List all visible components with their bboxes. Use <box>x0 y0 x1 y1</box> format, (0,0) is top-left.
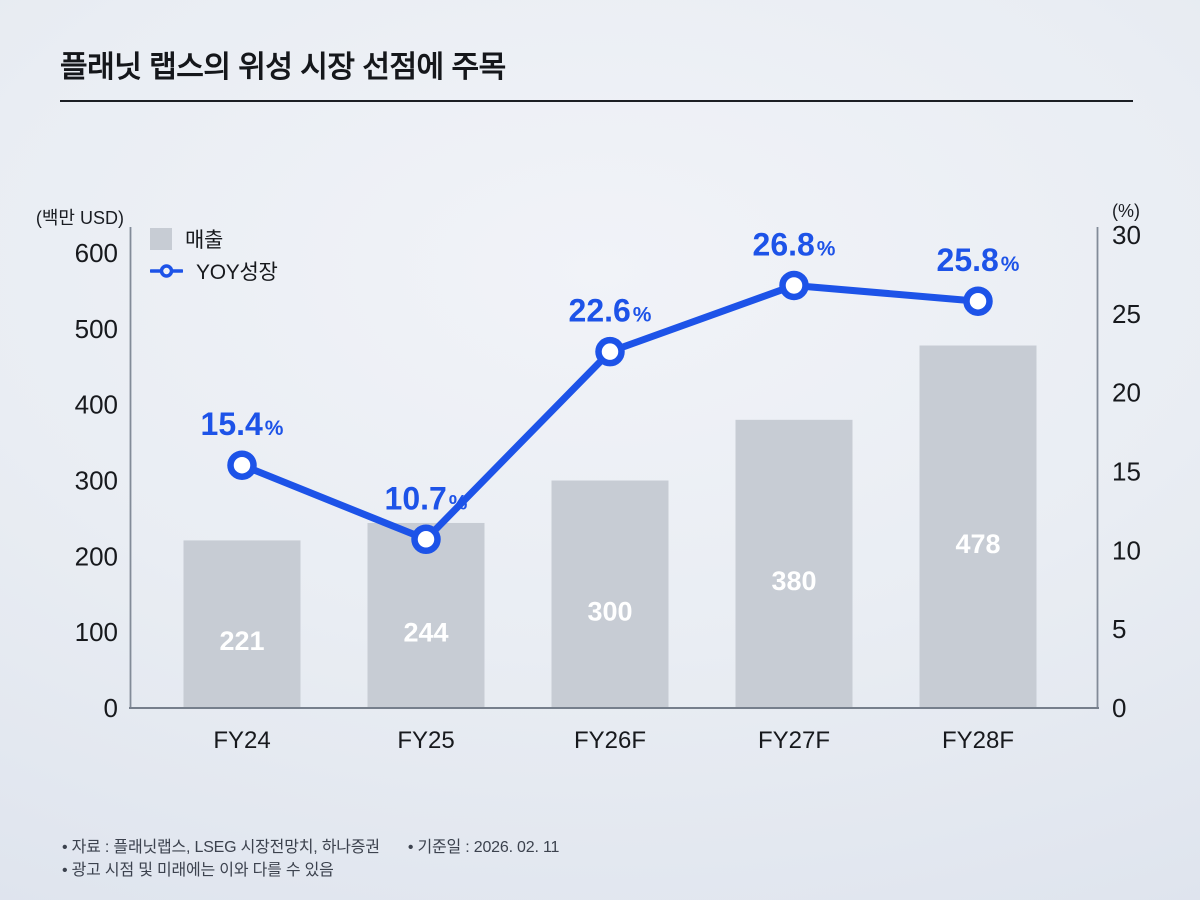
yoy-value-label: 10.7% <box>385 480 468 516</box>
revenue-bar <box>735 419 853 708</box>
x-axis-label: FY25 <box>397 727 454 754</box>
page-title: 플래닛 랩스의 위성 시장 선점에 주목 <box>60 51 506 84</box>
footer-notes: • 자료 : 플래닛랩스, LSEG 시장전망치, 하나증권 • 기준일 : 2… <box>62 836 559 882</box>
yoy-marker <box>963 286 993 316</box>
yoy-value-label: 15.4% <box>201 406 284 442</box>
bar-value-label: 380 <box>771 566 816 596</box>
right-axis-tick: 30 <box>1112 220 1141 250</box>
right-axis-tick: 0 <box>1112 693 1126 723</box>
disclaimer-note: • 광고 시점 및 미래에는 이와 다를 수 있음 <box>62 862 334 879</box>
left-axis-tick: 500 <box>75 314 118 344</box>
x-axis-label: FY28F <box>942 727 1014 754</box>
legend-item-revenue: 매출 <box>150 227 278 252</box>
right-axis-tick: 25 <box>1112 299 1141 329</box>
left-axis-tick: 0 <box>104 693 118 723</box>
right-axis-tick: 20 <box>1112 378 1141 408</box>
revenue-bar <box>919 345 1037 708</box>
legend-item-yoy: YOY성장 <box>150 259 278 284</box>
yoy-value-label: 26.8% <box>753 226 836 262</box>
left-axis-tick: 300 <box>75 466 118 496</box>
yoy-marker <box>779 270 809 301</box>
left-axis-tick: 600 <box>75 238 118 268</box>
left-axis-tick: 100 <box>75 617 118 647</box>
bar-value-label: 478 <box>955 529 1000 559</box>
yoy-line-marker-icon <box>150 263 183 278</box>
x-axis-label: FY27F <box>758 727 830 754</box>
revenue-bar <box>183 540 301 708</box>
yoy-value-label: 22.6% <box>569 293 652 329</box>
yoy-marker <box>595 336 625 367</box>
right-axis-unit-label: (%) <box>1112 201 1140 221</box>
date-note: • 기준일 : 2026. 02. 11 <box>407 839 560 856</box>
right-axis-tick: 10 <box>1112 535 1141 565</box>
right-axis-tick: 5 <box>1112 614 1126 644</box>
source-note: • 자료 : 플래닛랩스, LSEG 시장전망치, 하나증권 <box>62 839 380 856</box>
right-axis-tick: 15 <box>1112 457 1141 487</box>
revenue-swatch-icon <box>150 227 172 250</box>
chart-legend: 매출 YOY성장 <box>150 227 278 284</box>
x-axis-label: FY24 <box>213 727 270 754</box>
x-axis-label: FY26F <box>574 727 646 754</box>
bar-value-label: 221 <box>219 626 264 656</box>
title-divider <box>60 100 1133 102</box>
left-axis-unit-label: (백만 USD) <box>35 208 124 228</box>
yoy-marker <box>227 450 257 480</box>
legend-yoy-label: YOY성장 <box>196 260 278 284</box>
left-axis-tick: 400 <box>75 390 118 420</box>
yoy-value-label: 25.8% <box>937 242 1020 278</box>
bar-value-label: 244 <box>403 617 448 647</box>
revenue-bar <box>551 480 669 708</box>
yoy-marker <box>411 524 441 555</box>
legend-revenue-label: 매출 <box>185 228 224 252</box>
bar-value-label: 300 <box>587 596 632 626</box>
footer-line-1: • 자료 : 플래닛랩스, LSEG 시장전망치, 하나증권 • 기준일 : 2… <box>62 836 559 859</box>
left-axis-tick: 200 <box>75 541 118 571</box>
